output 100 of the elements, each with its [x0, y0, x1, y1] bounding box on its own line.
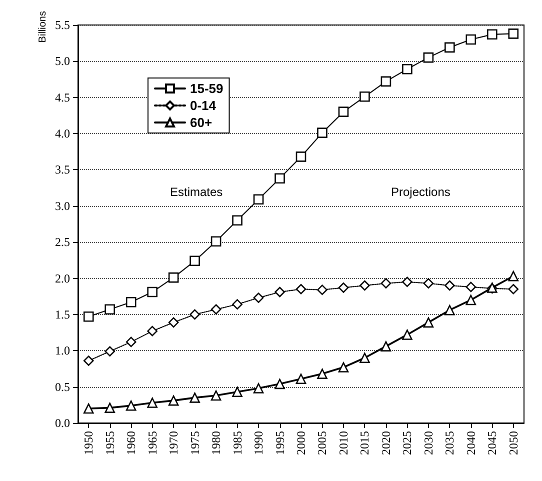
point	[168, 317, 179, 328]
point	[444, 304, 455, 316]
x-tick-label: 2005	[315, 431, 330, 455]
legend-label: 60+	[190, 115, 212, 130]
point	[508, 28, 519, 39]
point	[508, 270, 519, 282]
x-tick-label: 1965	[145, 431, 160, 455]
x-tick-label: 2020	[378, 431, 393, 455]
x-tick-label: 2025	[400, 431, 414, 455]
point	[232, 299, 242, 310]
point	[210, 304, 222, 315]
point	[126, 400, 136, 411]
x-tick-label: 2010	[336, 431, 350, 455]
point	[402, 276, 412, 288]
point	[296, 374, 306, 384]
x-tick-label: 1970	[166, 431, 181, 455]
point	[466, 294, 476, 306]
point	[232, 386, 242, 398]
point	[147, 286, 158, 298]
x-tick-label: 1975	[188, 431, 202, 455]
x-tick-label: 2000	[294, 431, 308, 455]
point	[360, 91, 370, 102]
x-tick-label: 1985	[230, 431, 244, 455]
point	[104, 346, 116, 357]
point	[190, 309, 200, 320]
x-tick-label: 1950	[82, 431, 96, 455]
y-tick-label: 3.5	[55, 162, 70, 177]
x-tick-label: 2045	[485, 431, 500, 455]
point	[444, 280, 455, 291]
y-tick-label: 4.0	[55, 126, 70, 141]
point	[104, 402, 116, 413]
point	[83, 356, 94, 366]
point	[486, 29, 498, 40]
point	[274, 173, 285, 184]
x-tick-label: 1980	[209, 431, 224, 455]
x-tick-label: 2035	[442, 431, 457, 455]
legend-label: 15-59	[190, 81, 224, 96]
point	[423, 317, 434, 328]
y-tick-label: 5.0	[55, 54, 70, 68]
point	[317, 284, 328, 295]
point	[444, 42, 455, 53]
x-tick-label: 2030	[421, 431, 436, 455]
y-axis-title: Billions	[38, 11, 48, 43]
point	[380, 341, 392, 352]
point	[274, 378, 285, 390]
point	[402, 64, 412, 74]
x-tick-label: 1990	[252, 431, 266, 455]
annotation: Estimates	[170, 185, 223, 199]
point	[126, 336, 136, 348]
point	[274, 286, 285, 298]
y-tick-label: 2.5	[55, 235, 70, 250]
point	[147, 398, 158, 408]
point	[210, 236, 222, 247]
point	[317, 368, 328, 379]
y-tick-label: 1.0	[55, 344, 70, 358]
y-tick-label: 4.5	[55, 90, 70, 104]
point	[402, 330, 412, 340]
point	[423, 278, 434, 288]
point	[360, 352, 370, 364]
point	[380, 278, 392, 288]
point	[253, 292, 264, 303]
point	[338, 282, 349, 293]
point	[253, 383, 264, 394]
point	[190, 256, 200, 266]
point	[338, 362, 349, 372]
point	[296, 284, 306, 294]
point	[104, 304, 116, 315]
point	[147, 326, 158, 336]
y-tick-label: 2.0	[55, 271, 70, 286]
point	[466, 282, 476, 292]
point	[466, 34, 476, 45]
point	[83, 311, 94, 322]
x-tick-label: 1960	[124, 431, 138, 455]
point	[168, 395, 179, 406]
point	[360, 280, 370, 291]
y-tick-label: 1.5	[55, 307, 70, 322]
point	[296, 152, 306, 162]
y-tick-label: 0.5	[55, 380, 70, 394]
point	[423, 52, 434, 63]
x-tick-label: 2040	[464, 431, 478, 455]
annotation: Projections	[391, 185, 450, 199]
x-tick-label: 1995	[272, 431, 287, 455]
point	[210, 390, 222, 401]
point	[232, 215, 242, 226]
point	[253, 194, 264, 205]
point	[317, 128, 328, 138]
point	[338, 106, 349, 117]
point	[83, 403, 94, 414]
point	[380, 76, 392, 87]
x-tick-label: 2050	[506, 431, 520, 455]
point	[126, 297, 136, 308]
point	[168, 272, 179, 283]
y-tick-label: 5.5	[55, 18, 70, 32]
point	[508, 284, 519, 294]
x-tick-label: 2015	[358, 431, 372, 455]
legend-label: 0-14	[190, 98, 217, 113]
y-tick-label: 3.0	[55, 198, 70, 213]
x-tick-label: 1955	[102, 431, 117, 455]
y-tick-label: 0.0	[55, 416, 70, 430]
point	[190, 392, 200, 403]
